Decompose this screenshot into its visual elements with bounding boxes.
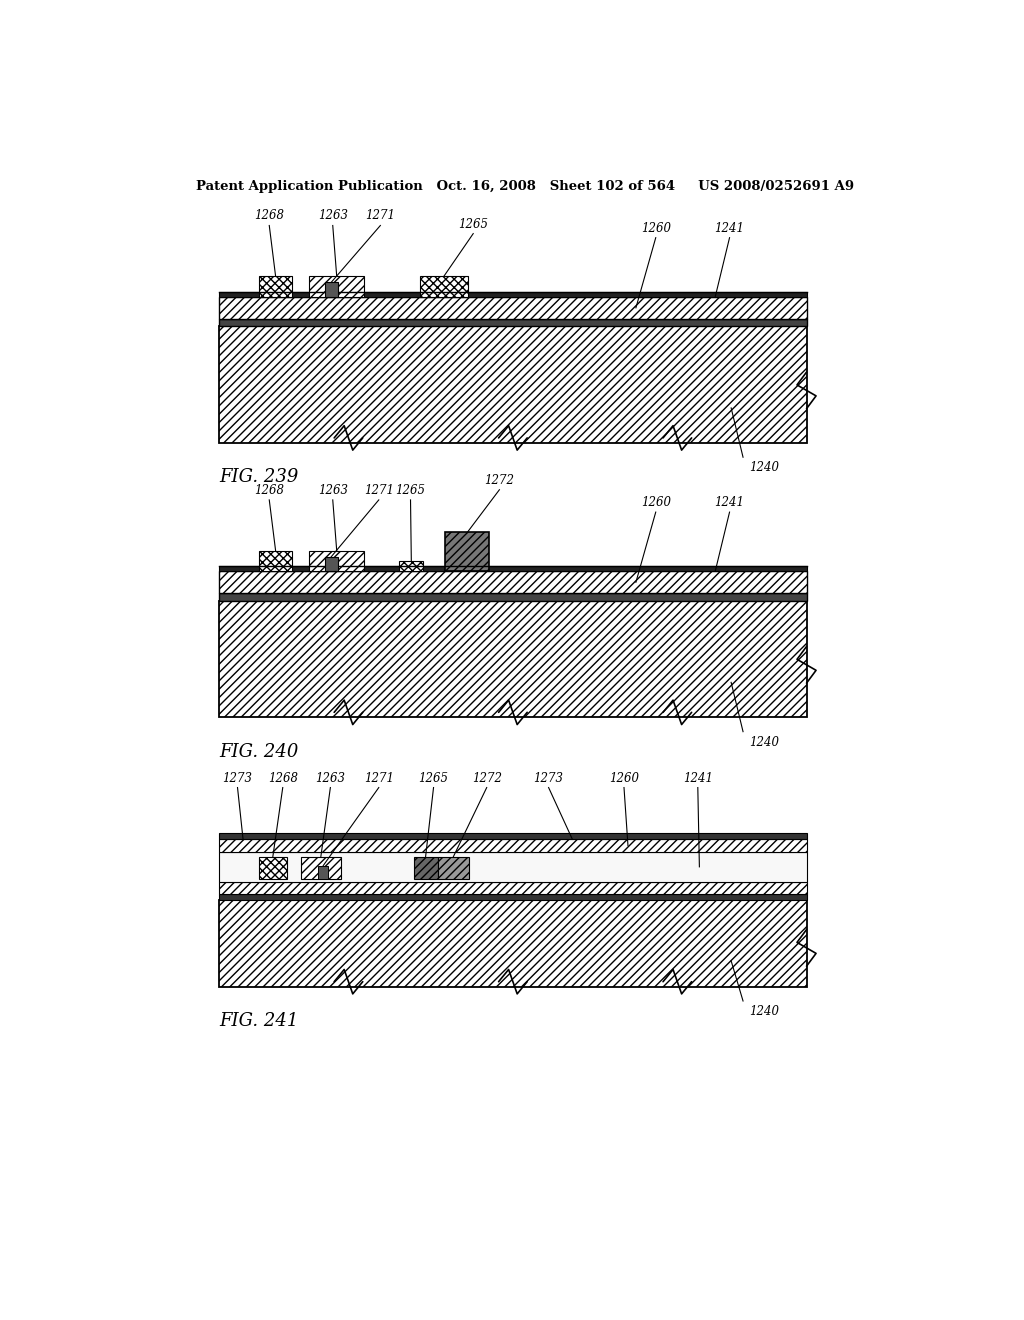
Bar	[325, 282, 338, 297]
Bar	[259, 550, 292, 572]
Text: 1241: 1241	[683, 771, 713, 784]
Bar	[318, 866, 328, 879]
Text: 1265: 1265	[395, 484, 426, 496]
Bar	[414, 857, 437, 879]
Text: 1265: 1265	[419, 771, 449, 784]
Text: FIG. 240: FIG. 240	[219, 743, 299, 760]
Bar	[219, 326, 807, 444]
Bar	[219, 900, 807, 987]
Bar	[219, 882, 807, 894]
Bar	[219, 594, 807, 601]
Text: 1268: 1268	[254, 210, 285, 223]
Text: 1268: 1268	[254, 484, 285, 496]
Text: FIG. 239: FIG. 239	[219, 469, 299, 486]
Bar	[445, 532, 489, 572]
Bar	[219, 319, 807, 326]
Text: 1241: 1241	[715, 222, 744, 235]
Text: 1268: 1268	[267, 771, 298, 784]
Text: 1271: 1271	[366, 210, 395, 223]
Text: 1263: 1263	[315, 771, 345, 784]
Bar	[219, 601, 807, 718]
Bar	[399, 561, 423, 572]
Text: 1260: 1260	[641, 222, 671, 235]
Bar	[259, 276, 292, 297]
Text: 1240: 1240	[750, 461, 779, 474]
Text: FIG. 241: FIG. 241	[219, 1012, 299, 1030]
Text: 1241: 1241	[715, 496, 744, 510]
Text: 1273: 1273	[222, 771, 253, 784]
Bar	[219, 833, 807, 840]
Bar	[437, 857, 469, 879]
Bar	[309, 276, 365, 297]
Bar	[259, 857, 287, 879]
Bar	[219, 566, 807, 572]
Bar	[301, 857, 341, 879]
Bar	[219, 292, 807, 297]
Bar	[219, 572, 807, 594]
Bar	[325, 557, 338, 572]
Text: 1260: 1260	[641, 496, 671, 510]
Bar	[219, 297, 807, 319]
Text: 1263: 1263	[317, 210, 348, 223]
Bar	[219, 851, 807, 882]
Text: 1263: 1263	[317, 484, 348, 496]
Text: 1272: 1272	[472, 771, 502, 784]
Bar	[420, 276, 468, 297]
Bar	[219, 894, 807, 900]
Bar	[219, 840, 807, 851]
Text: 1271: 1271	[364, 771, 394, 784]
Bar	[309, 550, 365, 572]
Text: 1260: 1260	[609, 771, 639, 784]
Text: 1240: 1240	[750, 1005, 779, 1018]
Text: Patent Application Publication   Oct. 16, 2008   Sheet 102 of 564     US 2008/02: Patent Application Publication Oct. 16, …	[196, 181, 854, 193]
Text: 1272: 1272	[484, 474, 514, 487]
Text: 1265: 1265	[458, 218, 488, 231]
Text: 1240: 1240	[750, 735, 779, 748]
Text: 1273: 1273	[534, 771, 563, 784]
Text: 1271: 1271	[364, 484, 394, 496]
